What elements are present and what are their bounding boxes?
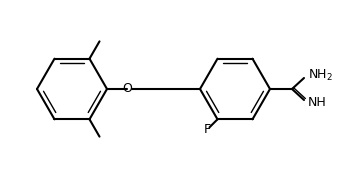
Text: F: F	[204, 123, 211, 136]
Text: NH: NH	[308, 96, 327, 109]
Text: NH$_2$: NH$_2$	[308, 68, 333, 83]
Text: O: O	[122, 82, 132, 95]
